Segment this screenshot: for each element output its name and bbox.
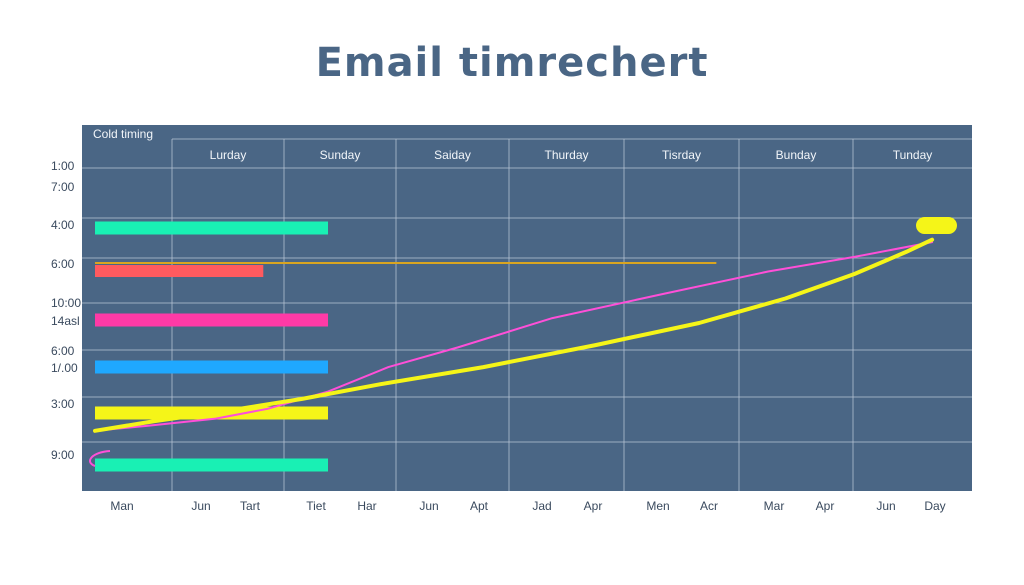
column-header: Tisrday	[662, 148, 701, 162]
y-tick-label: 9:00	[51, 448, 75, 462]
x-tick-label: Men	[646, 499, 669, 513]
bar	[95, 360, 329, 374]
x-tick-label: Jun	[876, 499, 895, 513]
column-header: Lurday	[210, 148, 247, 162]
x-tick-label: Har	[357, 499, 376, 513]
x-tick-label: Mar	[764, 499, 785, 513]
x-tick-label: Apr	[584, 499, 603, 513]
end-marker	[916, 217, 957, 234]
chart-title: Email timrechert	[315, 40, 709, 86]
x-tick-label: Day	[924, 499, 945, 513]
series-lines	[89, 217, 957, 467]
corner-label: Cold timing	[93, 127, 153, 141]
x-tick-label: Apr	[816, 499, 835, 513]
series-loop	[89, 450, 111, 467]
y-tick-label: 3:00	[51, 397, 75, 411]
y-tick-label: 1:00	[51, 159, 75, 173]
column-header: Sunday	[320, 148, 361, 162]
y-tick-label: 6:00	[51, 257, 75, 271]
x-tick-label: Apt	[470, 499, 489, 513]
column-header: Saiday	[434, 148, 471, 162]
bar	[95, 458, 329, 472]
x-tick-label: Man	[110, 499, 133, 513]
y-tick-label: 4:00	[51, 218, 75, 232]
column-header: Thurday	[544, 148, 588, 162]
bar	[95, 313, 329, 327]
x-axis-ticks: Man Jun Tart Tiet Har Jun Apt Jad Apr Men Acr Mar Ap…	[110, 499, 945, 513]
x-tick-label: Tart	[240, 499, 261, 513]
y-tick-label: 7:00	[51, 180, 75, 194]
column-header: Tunday	[893, 148, 933, 162]
plot-background	[82, 125, 972, 491]
bar	[95, 221, 329, 235]
x-tick-label: Tiet	[306, 499, 326, 513]
x-tick-label: Jun	[191, 499, 210, 513]
y-axis-ticks: 1:00 7:00 4:00 6:00 10:00 14asl 6:00 1/.00 3:00 9…	[51, 159, 81, 462]
x-tick-label: Jad	[532, 499, 551, 513]
column-headers: Lurday Sunday Saiday Thurday Tisrday Bunday Tu…	[210, 148, 933, 162]
bar	[95, 265, 264, 277]
series-line	[93, 237, 935, 433]
y-tick-label: 6:00	[51, 344, 75, 358]
y-tick-label: 1/.00	[51, 361, 78, 375]
y-tick-label: 10:00	[51, 296, 81, 310]
x-tick-label: Acr	[700, 499, 718, 513]
x-tick-label: Jun	[419, 499, 438, 513]
column-header: Bunday	[776, 148, 817, 162]
series-line	[94, 241, 934, 432]
y-tick-label: 14asl	[51, 314, 80, 328]
